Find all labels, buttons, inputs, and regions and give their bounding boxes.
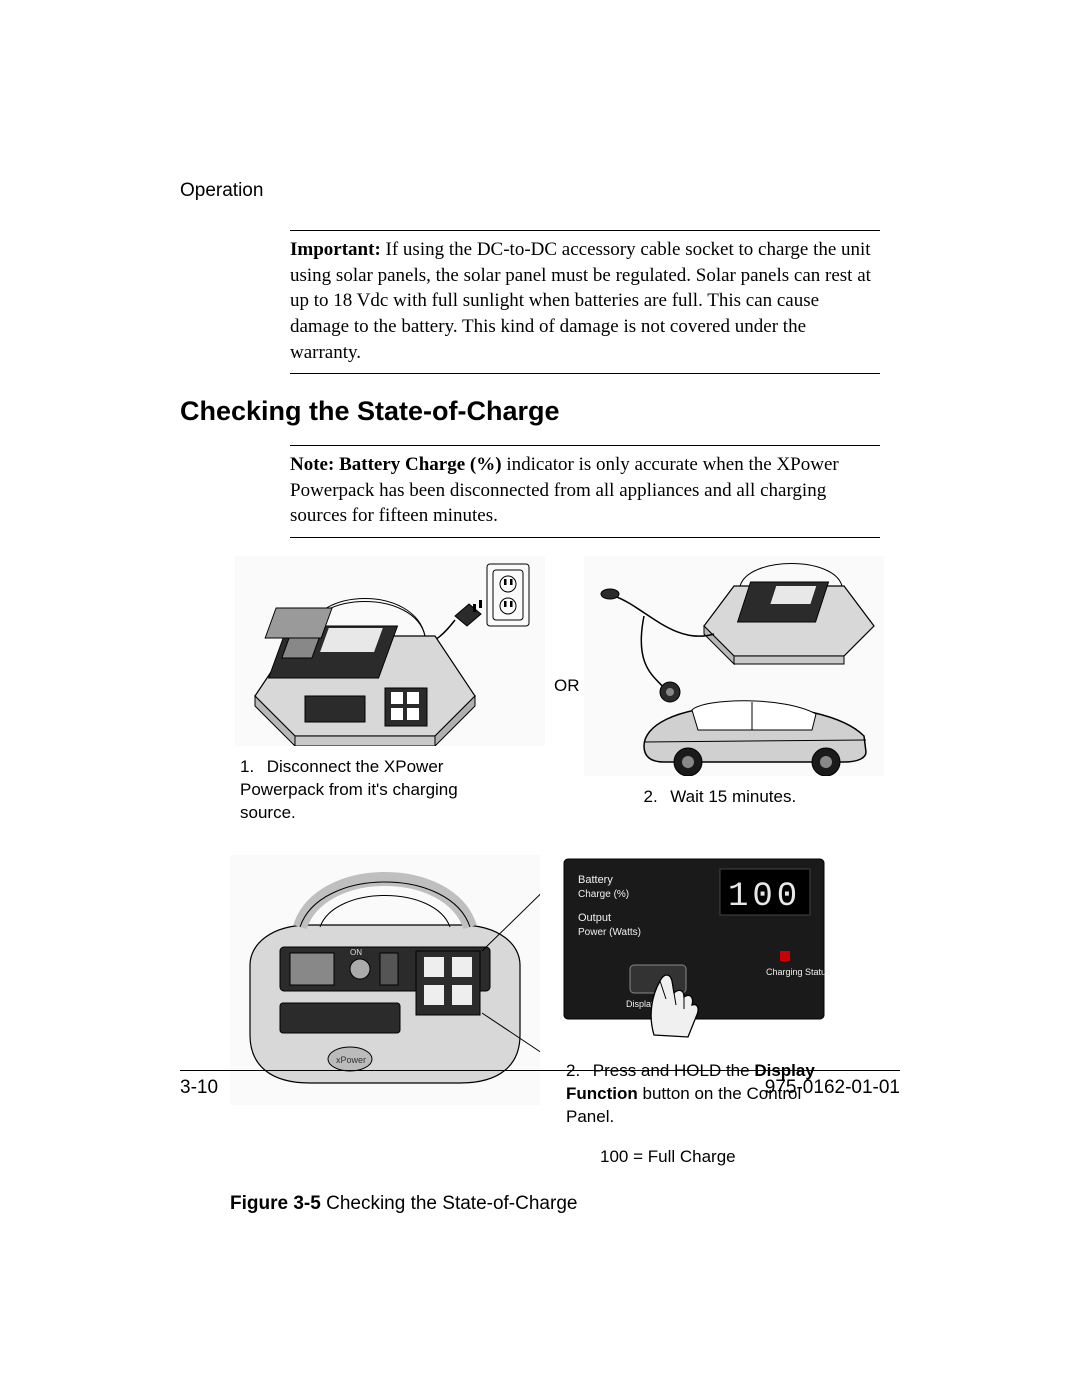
- svg-text:xPower: xPower: [336, 1055, 366, 1065]
- disp-line3: Output: [578, 912, 611, 924]
- disp-line4: Power (Watts): [578, 927, 641, 938]
- figure-3-5: 1. Disconnect the XPower Powerpack from …: [230, 556, 890, 1215]
- figure-caption: Figure 3-5 Checking the State-of-Charge: [230, 1193, 890, 1215]
- step-2-illustration: [584, 556, 884, 776]
- doc-number: 975-0162-01-01: [765, 1077, 900, 1099]
- step-3-device-illustration: ON xPower: [230, 855, 540, 1105]
- disp-line2: Charge (%): [578, 889, 629, 900]
- figure-caption-text: Checking the State-of-Charge: [326, 1193, 577, 1214]
- section-header: Operation: [180, 180, 900, 202]
- step-1-panel: 1. Disconnect the XPower Powerpack from …: [230, 556, 550, 825]
- note-lead: Note:: [290, 454, 334, 475]
- svg-text:ON: ON: [350, 948, 362, 957]
- step-1-text: Disconnect the XPower Powerpack from it'…: [240, 757, 458, 822]
- step-1-caption: 1. Disconnect the XPower Powerpack from …: [240, 756, 500, 825]
- page-footer: 3-10 975-0162-01-01: [180, 1070, 900, 1099]
- note-bold: Battery Charge (%): [339, 454, 502, 475]
- disp-status1: Charging Status: [766, 967, 831, 977]
- step-2-text: Wait 15 minutes.: [670, 787, 796, 806]
- or-label: OR: [554, 676, 580, 696]
- disp-line1: Battery: [578, 874, 613, 886]
- step-2-caption: 2. Wait 15 minutes.: [644, 786, 844, 809]
- important-lead: Important:: [290, 239, 381, 260]
- manual-page: Operation Important: If using the DC-to-…: [180, 180, 900, 1215]
- note-block: Note: Battery Charge (%) indicator is on…: [290, 445, 880, 538]
- figure-row-2: ON xPower Battery Charge (%): [230, 855, 890, 1167]
- step-2-num: 2.: [644, 786, 666, 809]
- step-2-panel: 2. Wait 15 minutes.: [584, 556, 884, 809]
- step-1-num: 1.: [240, 756, 262, 779]
- full-charge-note: 100 = Full Charge: [600, 1147, 860, 1167]
- step-1-illustration: [235, 556, 545, 746]
- display-zoom-illustration: Battery Charge (%) Output Power (Watts) …: [560, 855, 850, 1045]
- important-block: Important: If using the DC-to-DC accesso…: [290, 230, 880, 374]
- page-number: 3-10: [180, 1077, 218, 1099]
- heading-checking-soc: Checking the State-of-Charge: [180, 396, 900, 427]
- disp-readout: 100: [728, 878, 801, 916]
- step-3-right-panel: Battery Charge (%) Output Power (Watts) …: [560, 855, 860, 1167]
- figure-label: Figure 3-5: [230, 1193, 321, 1214]
- figure-row-1: 1. Disconnect the XPower Powerpack from …: [230, 556, 890, 825]
